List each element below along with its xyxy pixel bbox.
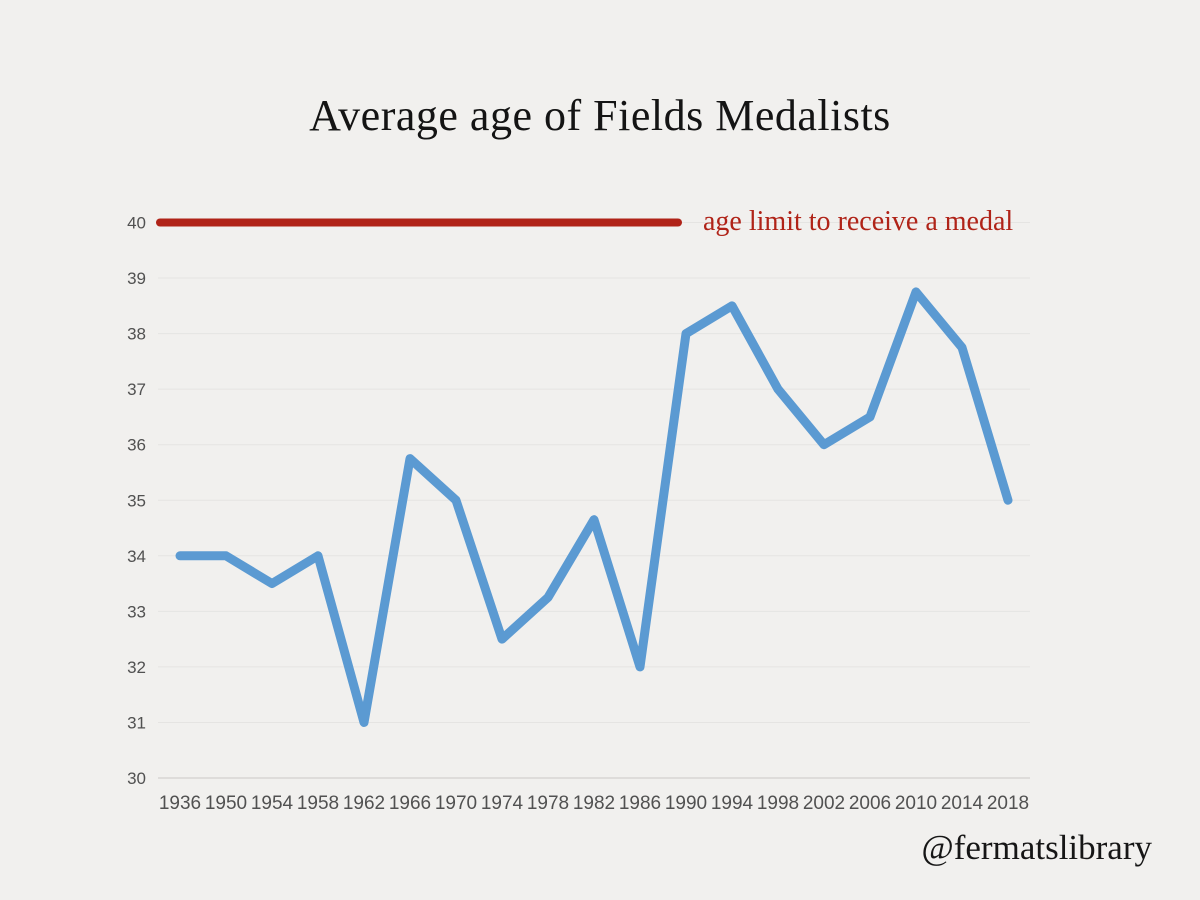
- x-tick-label: 1978: [527, 793, 569, 814]
- x-tick-label: 1990: [665, 793, 707, 814]
- average-age-series-line: [175, 287, 1013, 727]
- x-tick-label: 1958: [297, 793, 339, 814]
- y-tick-label: 34: [127, 547, 146, 566]
- x-tick-label: 1954: [251, 793, 294, 814]
- y-tick-label: 37: [127, 380, 146, 399]
- watermark-handle: @fermatslibrary: [921, 828, 1152, 867]
- x-tick-label: 1974: [481, 793, 524, 814]
- x-tick-label: 1982: [573, 793, 615, 814]
- x-tick-label: 1966: [389, 793, 431, 814]
- x-tick-label: 1936: [159, 793, 201, 814]
- x-tick-label: 1986: [619, 793, 661, 814]
- x-tick-label: 2002: [803, 793, 845, 814]
- x-tick-label: 1962: [343, 793, 385, 814]
- y-tick-label: 35: [127, 491, 146, 510]
- x-tick-label: 2018: [987, 793, 1029, 814]
- y-tick-label: 33: [127, 602, 146, 621]
- x-tick-label: 1998: [757, 793, 799, 814]
- x-tick-label: 2010: [895, 793, 937, 814]
- y-tick-label: 38: [127, 325, 146, 344]
- x-tick-label: 2006: [849, 793, 891, 814]
- y-tick-label: 39: [127, 269, 146, 288]
- x-tick-label: 1970: [435, 793, 477, 814]
- x-tick-label: 1950: [205, 793, 247, 814]
- y-tick-label: 31: [127, 713, 146, 732]
- y-tick-label: 36: [127, 436, 146, 455]
- x-tick-label: 2014: [941, 793, 984, 814]
- y-tick-label: 30: [127, 769, 146, 788]
- x-tick-label: 1994: [711, 793, 754, 814]
- y-tick-label: 32: [127, 658, 146, 677]
- chart-title: Average age of Fields Medalists: [309, 91, 891, 140]
- y-tick-label: 40: [127, 214, 146, 233]
- age-limit-annotation-label: age limit to receive a medal: [703, 206, 1014, 237]
